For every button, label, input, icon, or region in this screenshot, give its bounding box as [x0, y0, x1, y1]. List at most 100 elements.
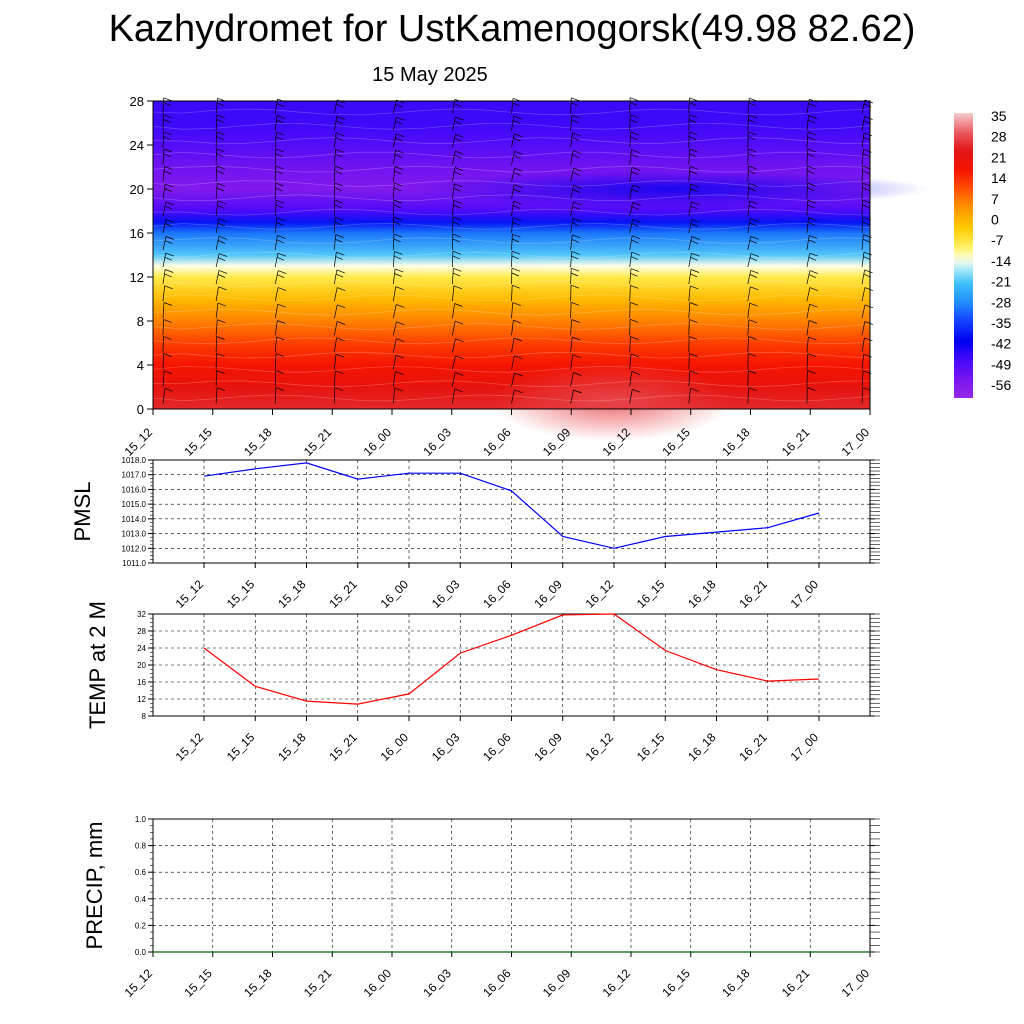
wind-barb	[333, 99, 338, 114]
wind-barb-flag	[276, 217, 285, 222]
wind-barb-flag	[572, 150, 582, 154]
wind-barb-flag	[691, 219, 700, 223]
wind-barb	[747, 286, 751, 302]
wind-barb	[333, 354, 337, 370]
wind-barb	[162, 302, 165, 319]
wind-barb	[688, 370, 691, 387]
wind-barb-flag	[749, 257, 758, 262]
wind-barb-flag	[629, 119, 638, 123]
contour-line	[152, 337, 871, 345]
wind-barb	[274, 304, 279, 319]
wind-barb-flag	[163, 131, 172, 136]
wind-barb-flag	[216, 353, 225, 357]
wind-barb-flag	[394, 268, 404, 273]
y-tick-label: 4	[137, 358, 144, 373]
x-tick-label: 15_12	[173, 577, 207, 611]
wind-barb-flag	[690, 387, 699, 392]
wind-barb	[215, 387, 218, 404]
x-tick-label: 15_12	[173, 730, 207, 764]
wind-barb	[629, 268, 632, 285]
wind-barb-flag	[748, 182, 758, 187]
wind-barb-flag	[572, 218, 582, 222]
colorbar-label: 35	[991, 108, 1007, 124]
wind-barb-flag	[334, 199, 343, 204]
warm-anomaly	[491, 361, 732, 441]
x-tick-label: 15_18	[275, 577, 309, 611]
x-tick-label: 16_21	[779, 425, 813, 459]
wind-barb	[570, 185, 574, 199]
wind-barb-flag	[216, 119, 224, 123]
wind-barb-flag	[631, 223, 639, 227]
wind-barb-flag	[218, 286, 227, 291]
wind-barb-flag	[275, 199, 285, 204]
wind-barb	[806, 182, 808, 199]
wind-barb-flag	[690, 166, 699, 170]
y-tick-label: 1017.0	[122, 471, 147, 480]
wind-barb-flag	[690, 240, 699, 244]
wind-barb	[570, 268, 572, 285]
wind-barb-flag	[335, 256, 343, 260]
wind-barb-flag	[573, 372, 582, 376]
wind-barb-flag	[217, 274, 226, 278]
wind-barb-flag	[396, 99, 405, 104]
wind-barb-flag	[630, 268, 640, 272]
wind-barb-flag	[165, 252, 174, 257]
wind-barb-flag	[631, 166, 641, 171]
wind-barb-flag	[862, 165, 871, 170]
wind-barb-flag	[630, 336, 639, 340]
wind-barb-flag	[216, 187, 225, 192]
wind-barb-flag	[216, 148, 225, 153]
wind-barb	[392, 100, 397, 114]
wind-barb	[747, 336, 749, 353]
wind-barb	[392, 338, 397, 353]
wind-barb	[392, 355, 397, 370]
wind-barb-flag	[335, 148, 344, 153]
wind-barb	[570, 202, 574, 216]
wind-barb-flag	[862, 370, 872, 375]
wind-barb-flag	[749, 200, 758, 205]
x-tick-label: 16_18	[719, 966, 753, 1000]
wind-barb-flag	[336, 337, 345, 342]
wind-barb-flag	[632, 219, 641, 223]
wind-barb	[861, 165, 864, 182]
wind-barb-flag	[807, 148, 816, 153]
contour-line	[152, 237, 871, 245]
wind-barb-flag	[570, 301, 580, 306]
wind-barb-flag	[164, 183, 174, 188]
wind-barb	[452, 285, 455, 302]
y-tick-label: 0	[137, 402, 144, 417]
wind-barb-flag	[807, 353, 816, 357]
y-tick-label: 24	[130, 138, 144, 153]
colorbar-label: -49	[991, 356, 1011, 372]
wind-barb	[861, 99, 866, 114]
wind-barb-flag	[276, 119, 284, 124]
wind-barb-flag	[216, 136, 224, 140]
x-tick-label: 17_00	[788, 577, 822, 611]
wind-barb	[392, 133, 397, 148]
wind-barb-flag	[337, 99, 346, 104]
wind-barb-flag	[570, 284, 580, 289]
wind-barb-flag	[688, 136, 697, 140]
wind-barb-flag	[572, 171, 580, 176]
wind-barb-flag	[689, 319, 698, 323]
wind-barb	[747, 303, 751, 319]
wind-barb	[806, 235, 810, 251]
wind-barb-flag	[277, 320, 286, 324]
wind-barb-flag	[807, 221, 816, 226]
x-tick-label: 16_21	[736, 730, 770, 764]
wind-barb-flag	[691, 201, 700, 206]
wind-barb	[392, 286, 397, 302]
wind-barb-flag	[163, 119, 171, 123]
contour-line	[152, 151, 871, 159]
wind-barb-flag	[276, 239, 284, 244]
wind-barb	[215, 319, 218, 336]
wind-barb-flag	[749, 302, 758, 307]
wind-barb	[629, 219, 633, 234]
wind-barb-flag	[748, 119, 756, 123]
wind-barb	[162, 219, 167, 234]
wind-barb	[806, 353, 809, 370]
wind-barb	[688, 166, 691, 182]
panel-frame	[152, 459, 871, 564]
wind-barb	[392, 166, 396, 182]
chart-title: Kazhydromet for UstKamenogorsk(49.98 82.…	[108, 8, 916, 50]
